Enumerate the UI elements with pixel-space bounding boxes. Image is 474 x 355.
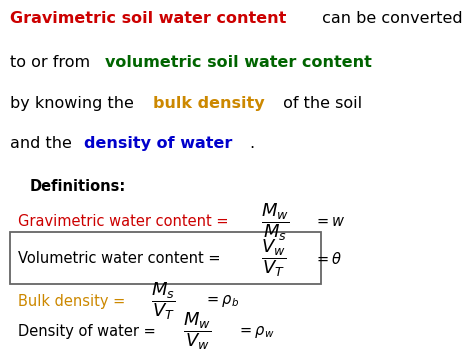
Text: Gravimetric water content =: Gravimetric water content = [18,214,233,229]
Text: .: . [249,136,255,151]
Text: of the soil: of the soil [278,95,362,110]
Text: $\dfrac{M_s}{V_T}$: $\dfrac{M_s}{V_T}$ [151,280,175,322]
Text: $= \theta$: $= \theta$ [314,251,343,267]
Text: to or from: to or from [9,55,95,70]
Text: $= \rho_b$: $= \rho_b$ [204,293,239,310]
Text: Gravimetric soil water content: Gravimetric soil water content [9,11,286,27]
Text: Definitions:: Definitions: [30,179,126,194]
Text: $= w$: $= w$ [314,214,346,229]
Text: Density of water =: Density of water = [18,324,160,339]
Text: $\dfrac{M_w}{V_w}$: $\dfrac{M_w}{V_w}$ [183,311,212,353]
Text: bulk density: bulk density [153,95,265,110]
Text: Bulk density =: Bulk density = [18,294,129,309]
Text: $= \rho_w$: $= \rho_w$ [237,324,274,340]
Text: Volumetric water content =: Volumetric water content = [18,251,225,266]
Text: density of water: density of water [84,136,233,151]
Text: $\dfrac{V_w}{V_T}$: $\dfrac{V_w}{V_T}$ [261,238,286,279]
Text: and the: and the [9,136,77,151]
Text: $\dfrac{M_w}{M_s}$: $\dfrac{M_w}{M_s}$ [261,201,290,242]
Text: volumetric soil water content: volumetric soil water content [105,55,372,70]
FancyBboxPatch shape [9,232,320,284]
Text: can be converted: can be converted [318,11,463,27]
Text: by knowing the: by knowing the [9,95,138,110]
